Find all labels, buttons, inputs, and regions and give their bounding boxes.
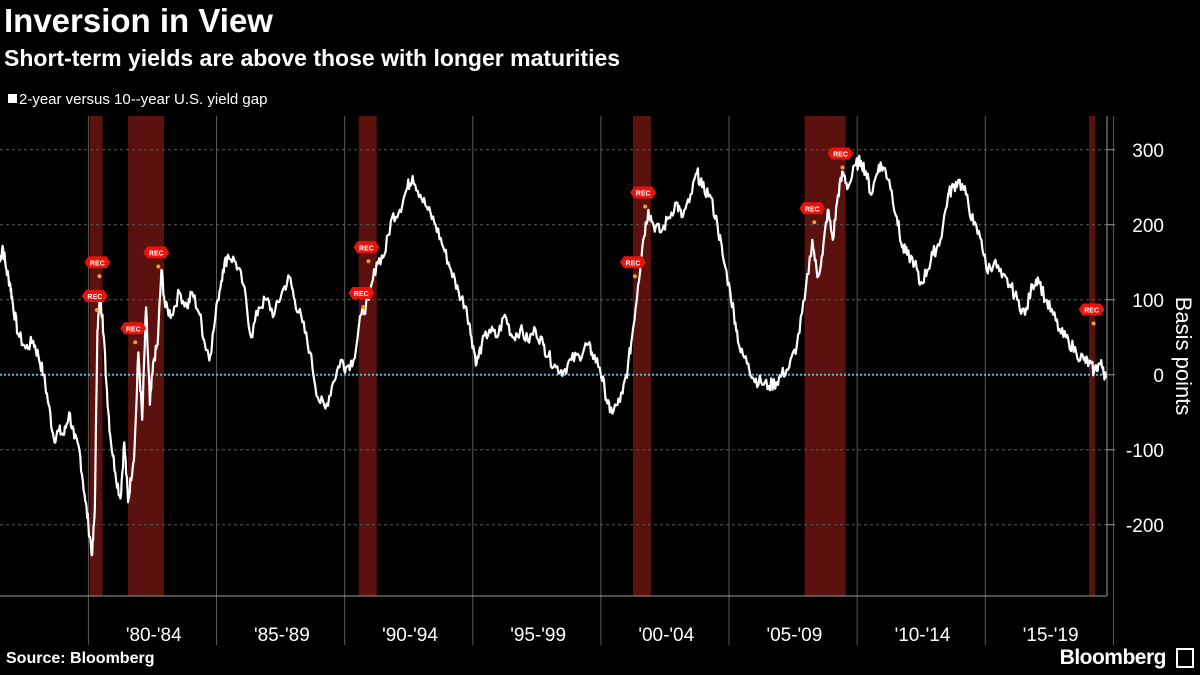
recession-marker-label: REC	[1084, 308, 1099, 315]
recession-marker-shape	[81, 290, 108, 302]
recession-marker: REC	[348, 287, 375, 309]
inversion-dot	[94, 308, 99, 312]
recession-marker-label: REC	[149, 251, 164, 258]
inversion-dot	[366, 259, 371, 264]
inversion-dot	[812, 220, 817, 225]
inversion-dot	[361, 305, 366, 309]
inversion-dot	[156, 264, 161, 269]
recession-marker-shape	[827, 147, 854, 160]
series-line	[0, 154, 1107, 557]
recession-marker: REC	[630, 186, 657, 209]
x-tick-label: '10-'14	[895, 625, 951, 646]
recession-marker: REC	[353, 241, 380, 264]
recession-marker-label: REC	[87, 294, 102, 301]
recession-marker-shape	[348, 287, 375, 299]
x-tick-label: '00-'04	[638, 625, 694, 646]
chart-title: Inversion in View	[4, 2, 273, 39]
inversion-dot	[632, 274, 637, 279]
inversion-dot	[1091, 321, 1096, 326]
inversion-dot	[133, 340, 138, 345]
recession-band	[128, 116, 164, 596]
recession-marker-label: REC	[126, 326, 141, 333]
inversion-dot	[643, 204, 648, 209]
recession-marker: REC	[84, 256, 111, 279]
x-tick-label: '80-'84	[126, 625, 182, 646]
y-tick-label: -100	[1126, 441, 1164, 462]
y-tick-label: 300	[1132, 141, 1164, 162]
inversion-dot	[97, 274, 102, 279]
recession-marker-shape	[84, 256, 111, 269]
recession-marker: REC	[619, 256, 646, 279]
y-tick-label: 100	[1132, 291, 1164, 312]
x-tick-label: '95-'99	[510, 625, 566, 646]
recession-marker-shape	[1078, 303, 1105, 316]
recession-band	[358, 116, 377, 596]
recession-marker: REC	[120, 322, 147, 345]
recession-marker: REC	[81, 290, 108, 312]
recession-marker-shape	[143, 246, 170, 259]
recession-marker-label: REC	[636, 191, 651, 198]
legend-label: 2-year versus 10--year U.S. yield gap	[19, 91, 268, 108]
inversion-dot	[840, 165, 845, 170]
x-tick-label: '85-'89	[254, 625, 310, 646]
recession-band	[1089, 116, 1096, 596]
recession-marker-label: REC	[626, 260, 641, 267]
recession-marker-label: REC	[833, 152, 848, 159]
legend: 2-year versus 10--year U.S. yield gap	[8, 89, 267, 111]
brand-logo: Bloomberg	[1059, 646, 1167, 669]
recession-marker-label: REC	[354, 291, 369, 298]
recession-marker-shape	[353, 241, 380, 254]
recession-band	[632, 116, 651, 596]
x-tick-label: '05-'09	[766, 625, 822, 646]
chart-subtitle: Short-term yields are above those with l…	[4, 45, 621, 71]
recession-marker-label: REC	[359, 245, 374, 252]
x-tick-label: '90-'94	[382, 625, 438, 646]
source-note: Source: Bloomberg	[6, 650, 155, 667]
recession-marker: REC	[143, 246, 170, 269]
legend-swatch	[8, 94, 17, 103]
x-tick-label: '15-'19	[1023, 625, 1079, 646]
y-tick-label: -200	[1126, 516, 1164, 537]
y-axis-label: Basis points	[1171, 297, 1196, 416]
recession-marker-shape	[120, 322, 147, 335]
recession-marker: REC	[1078, 303, 1105, 326]
y-tick-label: 200	[1132, 216, 1164, 237]
y-tick-label: 0	[1153, 366, 1164, 387]
recession-marker: REC	[827, 147, 854, 170]
recession-marker: REC	[799, 202, 826, 225]
recession-marker-shape	[619, 256, 646, 269]
recession-marker-label: REC	[90, 260, 105, 267]
recession-marker-shape	[630, 186, 657, 199]
recession-marker-label: REC	[805, 206, 820, 213]
recession-marker-shape	[799, 202, 826, 215]
terminal-icon	[1176, 648, 1194, 668]
